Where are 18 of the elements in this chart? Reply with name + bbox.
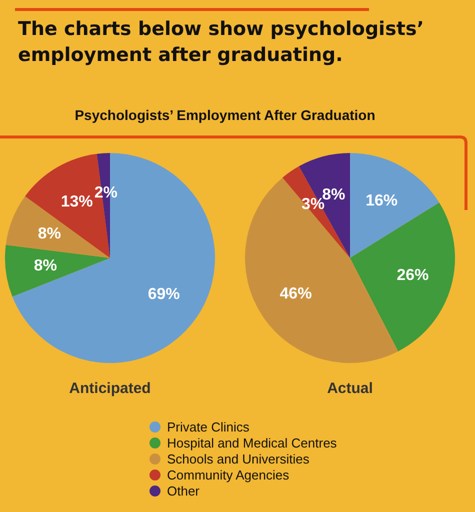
legend-label: Schools and Universities: [167, 452, 310, 466]
legend-label: Other: [167, 484, 200, 498]
data-label: 8%: [322, 186, 346, 204]
data-label: 8%: [34, 258, 57, 275]
legend-label: Private Clinics: [167, 420, 250, 434]
data-label: 8%: [38, 226, 62, 243]
data-label: 2%: [94, 184, 118, 202]
chart-title: The charts below show psychologists’ employment after graduating.: [18, 18, 424, 66]
data-label: 69%: [148, 286, 180, 304]
data-label: 46%: [280, 286, 312, 303]
slice-label: Actual: [327, 380, 373, 397]
legend-label: Community Agencies: [167, 468, 290, 482]
slice-label: Anticipated: [69, 380, 151, 397]
chart-subtitle: Psychologists’ Employment After Graduation: [74, 107, 376, 123]
data-label: 13%: [60, 193, 93, 210]
legend-label: Hospital and Medical Centres: [167, 436, 338, 450]
data-label: 16%: [366, 192, 398, 210]
data-label: 26%: [396, 266, 429, 284]
